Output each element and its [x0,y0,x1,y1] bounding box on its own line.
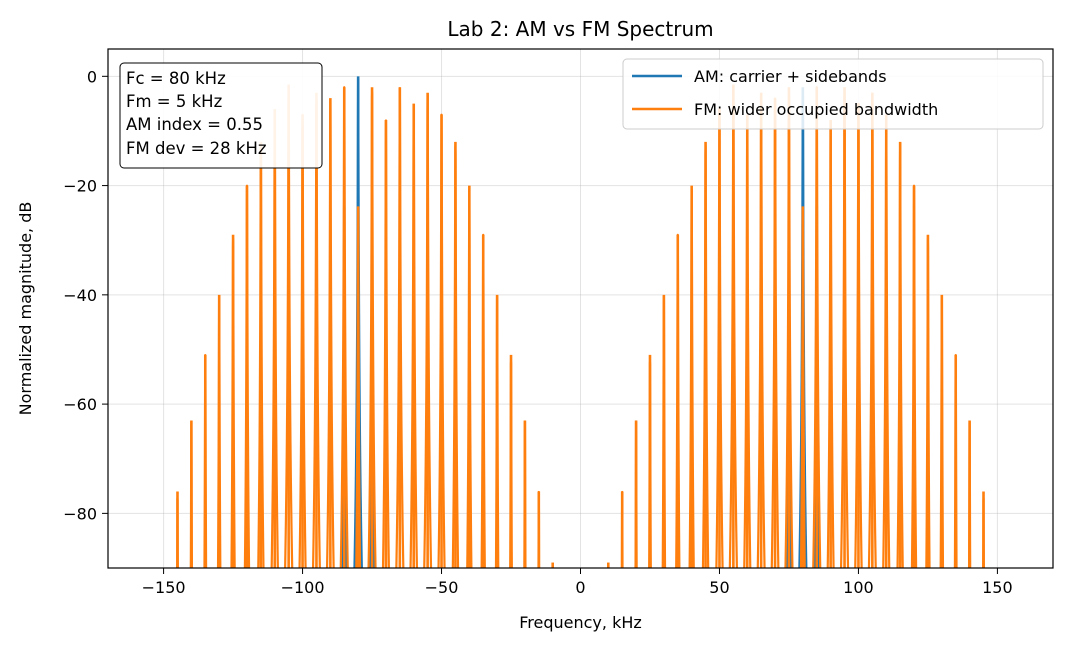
x-tick-label: 150 [982,578,1013,597]
y-tick-label: −60 [63,395,97,414]
y-axis-label: Normalized magnitude, dB [16,202,35,416]
legend: AM: carrier + sidebands FM: wider occupi… [622,58,1044,130]
x-tick-label: −100 [281,578,325,597]
y-tick-label: 0 [87,67,97,86]
x-tick-label: −150 [142,578,186,597]
annotation-line-carrier: Fc = 80 kHz [126,69,226,88]
x-tick-label: −50 [425,578,459,597]
legend-label-am: AM: carrier + sidebands [694,67,887,86]
x-axis-ticks: −150 −100 −50 0 50 100 150 [142,568,1013,597]
chart-title: Lab 2: AM vs FM Spectrum [447,17,713,41]
y-tick-label: −80 [63,504,97,523]
legend-label-fm: FM: wider occupied bandwidth [694,100,938,119]
y-tick-label: −40 [63,286,97,305]
annotation-line-modulating: Fm = 5 kHz [126,92,222,111]
series-layer [176,76,985,568]
y-axis-ticks: 0 −20 −40 −60 −80 [63,67,108,523]
annotation-line-am-index: AM index = 0.55 [126,115,263,134]
x-tick-label: 100 [843,578,874,597]
x-tick-label: 50 [709,578,729,597]
annotation-box: Fc = 80 kHz Fm = 5 kHz AM index = 0.55 F… [119,62,323,169]
series-peaks-1 [176,84,985,568]
x-axis-label: Frequency, kHz [519,613,642,632]
y-tick-label: −20 [63,177,97,196]
annotation-line-fm-deviation: FM dev = 28 kHz [126,139,267,158]
x-tick-label: 0 [575,578,585,597]
